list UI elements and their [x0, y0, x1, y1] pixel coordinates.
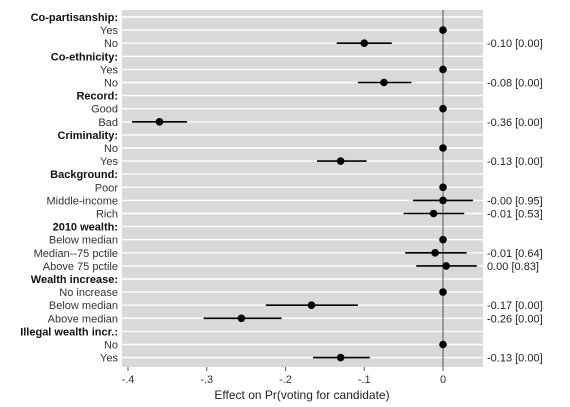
row-label: No	[104, 38, 118, 50]
estimate-point	[237, 314, 246, 323]
row-header-label: Background:	[50, 169, 118, 181]
row-header-label: Co-ethnicity:	[51, 51, 118, 63]
estimate-point	[439, 288, 447, 296]
row-label: Yes	[100, 25, 118, 37]
x-tick-label: -.3	[200, 374, 213, 386]
plot-panel	[122, 10, 483, 367]
row-label: No increase	[59, 287, 118, 299]
estimate-point	[360, 39, 369, 47]
estimate-annotation: -0.13 [0.00]	[487, 353, 543, 365]
estimate-point	[155, 118, 164, 126]
x-axis-title: Effect on Pr(voting for candidate)	[214, 388, 389, 402]
estimate-point	[439, 235, 447, 244]
estimate-annotation: -0.08 [0.00]	[487, 78, 543, 90]
row-label: Bad	[98, 117, 118, 129]
x-tick-label: -.2	[279, 374, 292, 386]
estimate-annotation: -0.10 [0.00]	[487, 38, 543, 50]
estimate-point	[439, 65, 447, 74]
estimate-annotation: -0.00 [0.95]	[487, 195, 543, 207]
row-header-label: 2010 wealth:	[53, 222, 118, 234]
x-tick-label: -.4	[122, 374, 135, 386]
row-header-label: Record:	[76, 91, 118, 103]
estimate-point	[439, 144, 447, 152]
gridlines	[122, 16, 483, 359]
row-label: Below median	[49, 235, 118, 247]
row-label: Middle-income	[46, 195, 118, 207]
x-axis: -.4 -.3 -.2 -.1 0	[122, 367, 446, 386]
estimates	[131, 26, 477, 362]
row-label: Good	[91, 104, 118, 116]
row-header-label: Criminality:	[57, 130, 118, 142]
row-label: Below median	[49, 300, 118, 312]
estimate-annotation: -0.01 [0.53]	[487, 209, 543, 221]
estimate-point	[439, 104, 447, 113]
row-label: No	[104, 340, 118, 352]
estimate-point	[307, 301, 316, 310]
estimate-annotations: -0.10 [0.00] -0.08 [0.00] -0.36 [0.00] -0.1…	[487, 38, 543, 364]
estimate-annotation: -0.26 [0.00]	[487, 313, 543, 325]
row-label: Above median	[48, 313, 118, 325]
row-label: Above 75 pctile	[43, 261, 118, 273]
estimate-point	[439, 196, 447, 205]
row-label: Yes	[100, 64, 118, 76]
estimate-point	[429, 209, 438, 218]
row-label: Yes	[100, 156, 118, 168]
estimate-annotation: -0.13 [0.00]	[487, 156, 543, 168]
row-label: No	[104, 143, 118, 155]
row-label: Poor	[95, 182, 119, 194]
row-label: Median--75 pctile	[34, 248, 118, 260]
estimate-point	[439, 26, 447, 34]
row-labels: Co-partisanship:YesNoCo-ethnicity:YesNoR…	[20, 12, 118, 365]
x-tick-label: 0	[440, 374, 446, 386]
estimate-annotation: -0.36 [0.00]	[487, 117, 543, 129]
row-header-label: Co-partisanship:	[31, 12, 118, 24]
estimate-annotation: -0.01 [0.64]	[487, 248, 543, 260]
x-tick-label: -.1	[358, 374, 371, 386]
row-label: No	[104, 78, 118, 90]
estimate-point	[442, 262, 450, 270]
row-header-label: Illegal wealth incr.:	[20, 326, 118, 338]
estimate-point	[439, 340, 447, 349]
row-label: Rich	[96, 209, 118, 221]
estimate-point	[336, 157, 345, 165]
estimate-annotation: 0.00 [0.83]	[487, 261, 539, 273]
row-label: Yes	[100, 353, 118, 365]
estimate-point	[439, 183, 447, 192]
estimate-annotation: -0.17 [0.00]	[487, 300, 543, 312]
row-header-label: Wealth increase:	[31, 274, 118, 286]
estimate-point	[431, 249, 439, 257]
estimate-point	[380, 78, 388, 87]
estimate-point	[336, 353, 345, 362]
